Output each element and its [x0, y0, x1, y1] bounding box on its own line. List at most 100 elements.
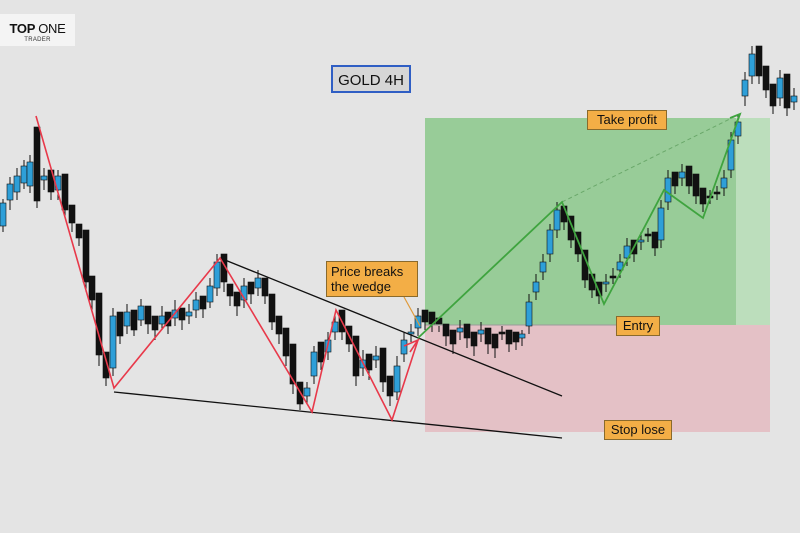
candle-body-21	[144, 305, 152, 325]
candle-body-12	[82, 229, 90, 283]
candle-body-96	[664, 177, 672, 203]
candle-body-37	[254, 277, 262, 289]
candle-body-40	[275, 315, 283, 335]
candle-body-5	[33, 126, 41, 202]
candle-body-95	[657, 207, 665, 241]
candle-body-70	[484, 327, 492, 345]
candle-body-103	[713, 191, 721, 195]
candle-body-78	[539, 261, 547, 273]
candle-body-108	[748, 53, 756, 77]
candle-body-20	[137, 305, 145, 321]
candle-body-54	[372, 355, 380, 361]
candle-body-51	[352, 335, 360, 377]
candle-body-3	[20, 165, 28, 184]
breakout-pointer	[403, 296, 421, 327]
candle-body-75	[518, 333, 526, 339]
candle-body-68	[470, 331, 478, 347]
candle-body-93	[644, 233, 652, 237]
topone-trader-logo: TOP ONE TRADER	[0, 14, 75, 46]
candle-body-58	[400, 339, 408, 355]
logo-brand: TOP ONE	[0, 21, 75, 36]
candle-body-99	[685, 165, 693, 187]
logo-subtitle: TRADER	[24, 37, 51, 43]
stop-loss-zone	[425, 325, 770, 432]
candle-body-45	[310, 351, 318, 377]
candle-body-113	[783, 73, 791, 109]
candle-body-107	[741, 79, 749, 97]
zigzag-arrowhead	[403, 338, 421, 353]
candle-body-69	[477, 329, 485, 335]
projection-dashed-line	[561, 113, 741, 203]
candle-body-66	[456, 327, 464, 333]
candle-body-41	[282, 327, 290, 357]
candle-body-67	[463, 323, 471, 339]
logo-brand-thin: ONE	[38, 21, 66, 36]
logo-brand-bold: TOP	[9, 21, 36, 36]
candle-body-0	[0, 202, 7, 227]
candle-body-34	[233, 291, 241, 307]
candle-body-38	[261, 277, 269, 297]
candle-body-112	[776, 77, 784, 99]
candle-body-31	[213, 261, 221, 289]
candle-body-90	[623, 245, 631, 259]
candle-body-27	[185, 311, 193, 317]
candle-body-17	[116, 311, 124, 337]
candle-body-4	[26, 161, 34, 187]
candle-body-110	[762, 65, 770, 91]
candle-body-87	[602, 281, 610, 285]
candle-body-109	[755, 45, 763, 77]
candle-body-39	[268, 293, 276, 323]
candle-body-19	[130, 309, 138, 331]
candle-body-23	[158, 315, 166, 325]
price-projection-path	[417, 113, 741, 339]
candle-body-29	[199, 295, 207, 310]
candle-body-26	[178, 307, 186, 321]
candle-body-46	[317, 341, 325, 363]
candle-body-79	[546, 229, 554, 255]
candle-body-74	[512, 331, 520, 343]
candle-body-61	[421, 309, 429, 323]
candle-body-18	[123, 311, 131, 327]
candle-body-57	[393, 365, 401, 393]
candle-body-11	[75, 223, 83, 239]
wedge-zigzag-path	[35, 115, 419, 423]
candle-body-101	[699, 187, 707, 205]
take-profit-label: Take profit	[587, 110, 667, 130]
candle-body-114	[790, 95, 798, 103]
candle-body-15	[102, 351, 110, 379]
candle-body-111	[769, 83, 777, 107]
projection-arrowhead	[729, 112, 742, 125]
candle-body-10	[68, 204, 76, 224]
candle-body-104	[720, 177, 728, 189]
candle-body-64	[442, 323, 450, 337]
candle-body-55	[379, 347, 387, 383]
stop-loss-label: Stop lose	[604, 420, 672, 440]
candle-body-65	[449, 329, 457, 345]
candle-body-6	[40, 175, 48, 181]
candle-body-77	[532, 281, 540, 293]
candle-body-72	[498, 331, 506, 335]
breakout-label: Price breaks the wedge	[326, 261, 418, 297]
candle-body-59	[407, 331, 415, 335]
candle-body-73	[505, 329, 513, 345]
candle-body-86	[595, 281, 603, 297]
candle-body-36	[247, 281, 255, 295]
candle-body-94	[651, 231, 659, 249]
candle-body-2	[13, 175, 21, 193]
chart-title: GOLD 4H	[331, 65, 411, 93]
candle-body-1	[6, 183, 14, 201]
candle-body-88	[609, 275, 617, 279]
candle-body-30	[206, 285, 214, 303]
wedge-upper-trendline	[219, 257, 563, 397]
breakout-label-text: Price breaks the wedge	[331, 264, 404, 294]
candle-body-98	[678, 171, 686, 179]
candle-body-22	[151, 315, 159, 331]
candle-body-100	[692, 173, 700, 197]
candle-body-53	[365, 353, 373, 371]
candle-body-28	[192, 299, 200, 311]
candle-body-9	[61, 173, 69, 211]
take-profit-zone-fade	[736, 118, 770, 325]
candle-body-56	[386, 375, 394, 397]
